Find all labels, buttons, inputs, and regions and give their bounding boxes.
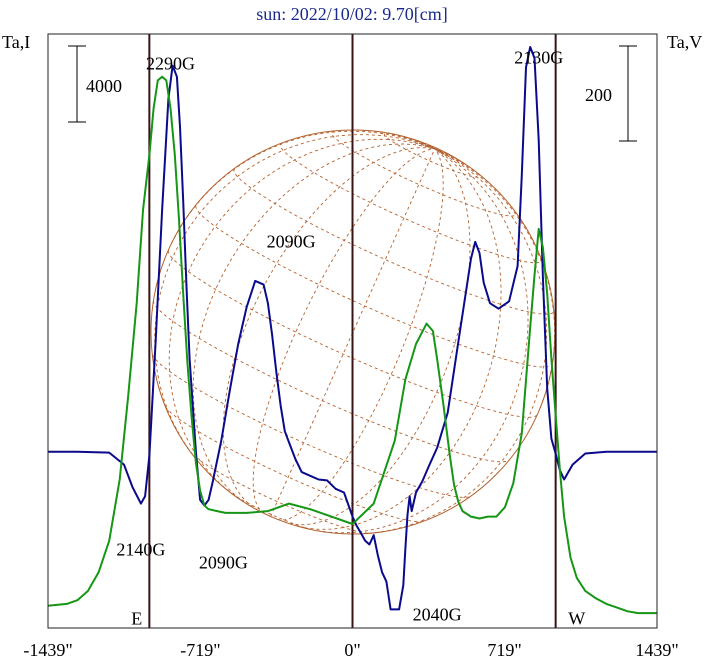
annotation-label: 2290G: [146, 53, 195, 73]
latitude-line: [191, 452, 371, 534]
annotation-label: 2130G: [514, 48, 563, 68]
chart-title: sun: 2022/10/02: 9.70[cm]: [256, 4, 448, 24]
annotation-label: 2040G: [413, 605, 462, 625]
longitude-line: [222, 147, 435, 511]
left-scale-bar-label: 4000: [86, 76, 122, 96]
intensity-series-line: [48, 46, 657, 611]
x-tick-label: 1439": [635, 640, 678, 660]
annotation-label: 2140G: [116, 540, 165, 560]
annotation-label: E: [131, 608, 142, 628]
longitude-line: [434, 148, 502, 196]
latitude-line: [331, 130, 517, 217]
latitude-line: [167, 250, 538, 418]
latitude-line: [231, 492, 315, 531]
polarization-series-line: [47, 75, 657, 615]
right-axis-label: Ta,V: [667, 32, 702, 52]
right-scale-bar-label: 200: [585, 85, 612, 105]
x-axis-ticks: -1439" -719" 0" 719" 1439": [23, 640, 678, 660]
annotation-label: W: [568, 608, 585, 628]
x-tick-label: -719": [180, 640, 220, 660]
plot-frame: [47, 33, 658, 629]
longitude-line: [168, 138, 435, 492]
solar-disk-grid: [150, 129, 556, 535]
annotations: 2290G 2130G 2090G 2140G 2090G 2040G E W: [116, 48, 585, 629]
latitude-line: [279, 142, 542, 264]
longitude-line: [154, 134, 435, 460]
longitude-line: [434, 148, 442, 152]
x-tick-label: -1439": [23, 640, 72, 660]
latitude-line: [383, 132, 481, 178]
limb-markers: [148, 34, 557, 628]
annotation-label: 2090G: [267, 232, 316, 252]
data-series: [47, 46, 657, 615]
scale-bars: 4000 200: [68, 45, 637, 142]
longitude-line: [283, 148, 471, 526]
x-tick-label: 0": [344, 640, 360, 660]
longitude-line: [298, 148, 502, 530]
longitude-line: [277, 148, 444, 521]
longitude-line: [171, 130, 435, 244]
latitude-line: [153, 300, 510, 463]
longitude-line: [363, 148, 548, 535]
left-axis-label: Ta,I: [2, 32, 30, 52]
longitude-line: [434, 147, 436, 150]
latitude-line: [233, 168, 555, 315]
x-tick-label: 719": [487, 640, 521, 660]
longitude-line: [270, 148, 436, 517]
longitude-line: [400, 135, 435, 150]
longitude-line: [192, 143, 435, 503]
longitude-line: [252, 148, 435, 514]
longitude-line: [317, 148, 529, 534]
annotation-label: 2090G: [199, 553, 248, 573]
